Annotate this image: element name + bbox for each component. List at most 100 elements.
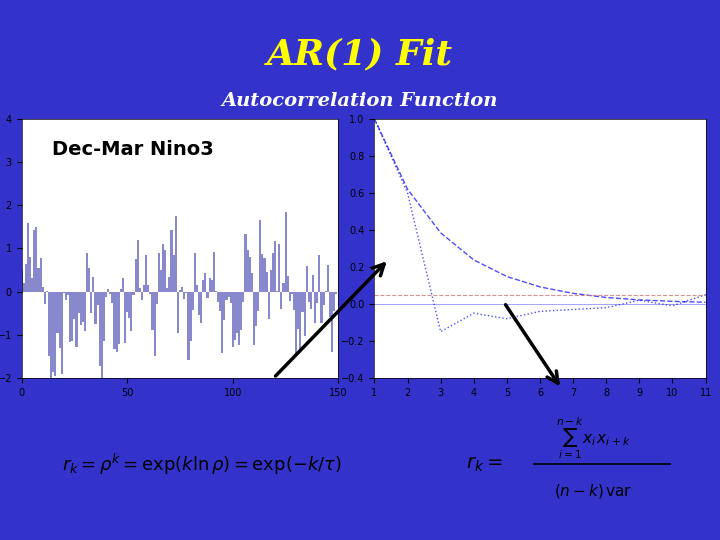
Bar [291, 292, 293, 294]
Bar [65, 292, 67, 300]
Bar [312, 275, 314, 292]
Bar [166, 288, 168, 292]
Bar [33, 230, 35, 292]
Text: $(n-k)\,\mathrm{var}$: $(n-k)\,\mathrm{var}$ [554, 482, 633, 500]
Bar [189, 292, 192, 341]
Bar [333, 292, 336, 312]
Bar [287, 276, 289, 292]
Bar [225, 292, 228, 300]
Bar [219, 292, 221, 312]
Bar [156, 292, 158, 304]
Bar [198, 292, 200, 315]
Bar [187, 292, 189, 360]
Bar [331, 292, 333, 352]
Bar [173, 255, 175, 292]
Bar [122, 278, 124, 292]
Bar [58, 292, 60, 348]
Bar [31, 278, 33, 292]
Bar [209, 278, 211, 292]
Bar [107, 289, 109, 292]
Bar [116, 292, 117, 352]
Bar [54, 292, 56, 376]
Bar [272, 253, 274, 292]
Bar [148, 285, 149, 292]
Bar [151, 292, 153, 330]
Bar [221, 292, 223, 354]
Bar [314, 292, 316, 323]
Text: $\sum_{i=1}^{n-k} x_i\, x_{i+k}$: $\sum_{i=1}^{n-k} x_i\, x_{i+k}$ [556, 415, 631, 461]
Bar [255, 292, 257, 326]
Bar [211, 280, 212, 292]
Bar [306, 266, 307, 292]
Bar [94, 292, 96, 324]
Bar [181, 287, 183, 292]
Bar [78, 292, 80, 313]
Bar [300, 292, 302, 351]
Bar [84, 292, 86, 331]
Bar [35, 227, 37, 292]
Bar [96, 292, 99, 305]
Bar [202, 280, 204, 292]
Bar [276, 291, 278, 292]
Bar [162, 245, 164, 292]
Bar [117, 292, 120, 345]
Bar [282, 283, 284, 292]
Bar [143, 286, 145, 292]
Bar [76, 292, 78, 347]
Bar [310, 292, 312, 309]
Bar [200, 292, 202, 323]
Text: AR(1) Fit: AR(1) Fit [267, 38, 453, 72]
Text: Autocorrelation Function: Autocorrelation Function [222, 92, 498, 110]
Bar [192, 292, 194, 310]
Bar [185, 292, 187, 293]
Bar [21, 270, 22, 292]
Bar [280, 292, 282, 309]
Bar [207, 292, 209, 298]
Bar [234, 292, 236, 340]
Bar [67, 292, 69, 295]
Bar [336, 292, 338, 294]
Bar [307, 292, 310, 302]
Bar [270, 270, 272, 292]
Bar [105, 292, 107, 298]
Bar [80, 292, 82, 326]
Bar [268, 292, 270, 319]
Text: Dec-Mar Nino3: Dec-Mar Nino3 [52, 139, 213, 159]
Bar [48, 292, 50, 356]
Bar [266, 272, 268, 292]
Bar [217, 292, 219, 302]
Bar [259, 220, 261, 292]
Bar [69, 292, 71, 342]
Bar [27, 223, 29, 292]
Bar [243, 292, 244, 302]
Bar [120, 288, 122, 292]
Bar [132, 292, 135, 295]
Bar [293, 292, 295, 310]
Bar [264, 258, 266, 292]
Bar [179, 289, 181, 292]
Bar [196, 285, 198, 292]
Bar [135, 259, 137, 292]
Bar [139, 288, 141, 292]
Bar [329, 292, 331, 317]
Bar [29, 257, 31, 292]
Text: $r_k = \rho^k = \exp(k\ln\rho) = \exp(-k/\tau)$: $r_k = \rho^k = \exp(k\ln\rho) = \exp(-k… [62, 452, 341, 477]
Bar [223, 292, 225, 320]
Bar [56, 292, 58, 333]
Bar [22, 283, 24, 292]
Bar [114, 292, 116, 349]
Bar [304, 292, 306, 335]
Bar [37, 268, 40, 292]
Bar [82, 292, 84, 322]
Bar [246, 250, 248, 292]
Bar [71, 292, 73, 341]
Bar [60, 292, 63, 374]
Bar [278, 244, 280, 292]
Bar [164, 250, 166, 292]
Bar [63, 292, 65, 293]
Bar [99, 292, 101, 366]
Bar [194, 253, 196, 292]
Bar [320, 292, 323, 323]
Bar [145, 255, 148, 292]
Bar [302, 292, 304, 312]
